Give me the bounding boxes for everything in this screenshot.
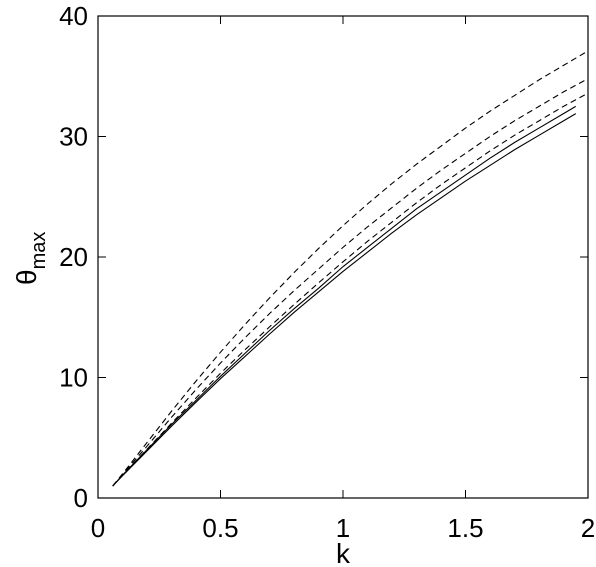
y-tick-label-4: 40 (59, 1, 88, 31)
x-tick-label-1: 0.5 (202, 513, 238, 543)
x-tick-label-2: 1 (336, 513, 350, 543)
series-line-4-dashed (112, 92, 589, 487)
series-line-0-solid (112, 105, 577, 487)
series-line-2-dashed (112, 50, 589, 487)
y-tick-label-3: 30 (59, 122, 88, 152)
y-axis-label-symbol: θ (11, 269, 42, 285)
x-tick-label-4: 2 (581, 513, 595, 543)
series-line-1-solid (112, 113, 577, 487)
y-axis-label: θmax (11, 232, 50, 285)
y-tick-label-0: 0 (74, 483, 88, 513)
series-layer (112, 50, 589, 487)
y-tick-label-2: 20 (59, 242, 88, 272)
x-axis-label: k (336, 538, 351, 567)
series-line-3-dashed (112, 78, 589, 487)
x-tick-label-3: 1.5 (447, 513, 483, 543)
y-axis-label-subscript: max (28, 232, 50, 270)
y-tick-label-1: 10 (59, 363, 88, 393)
x-tick-label-0: 0 (91, 513, 105, 543)
